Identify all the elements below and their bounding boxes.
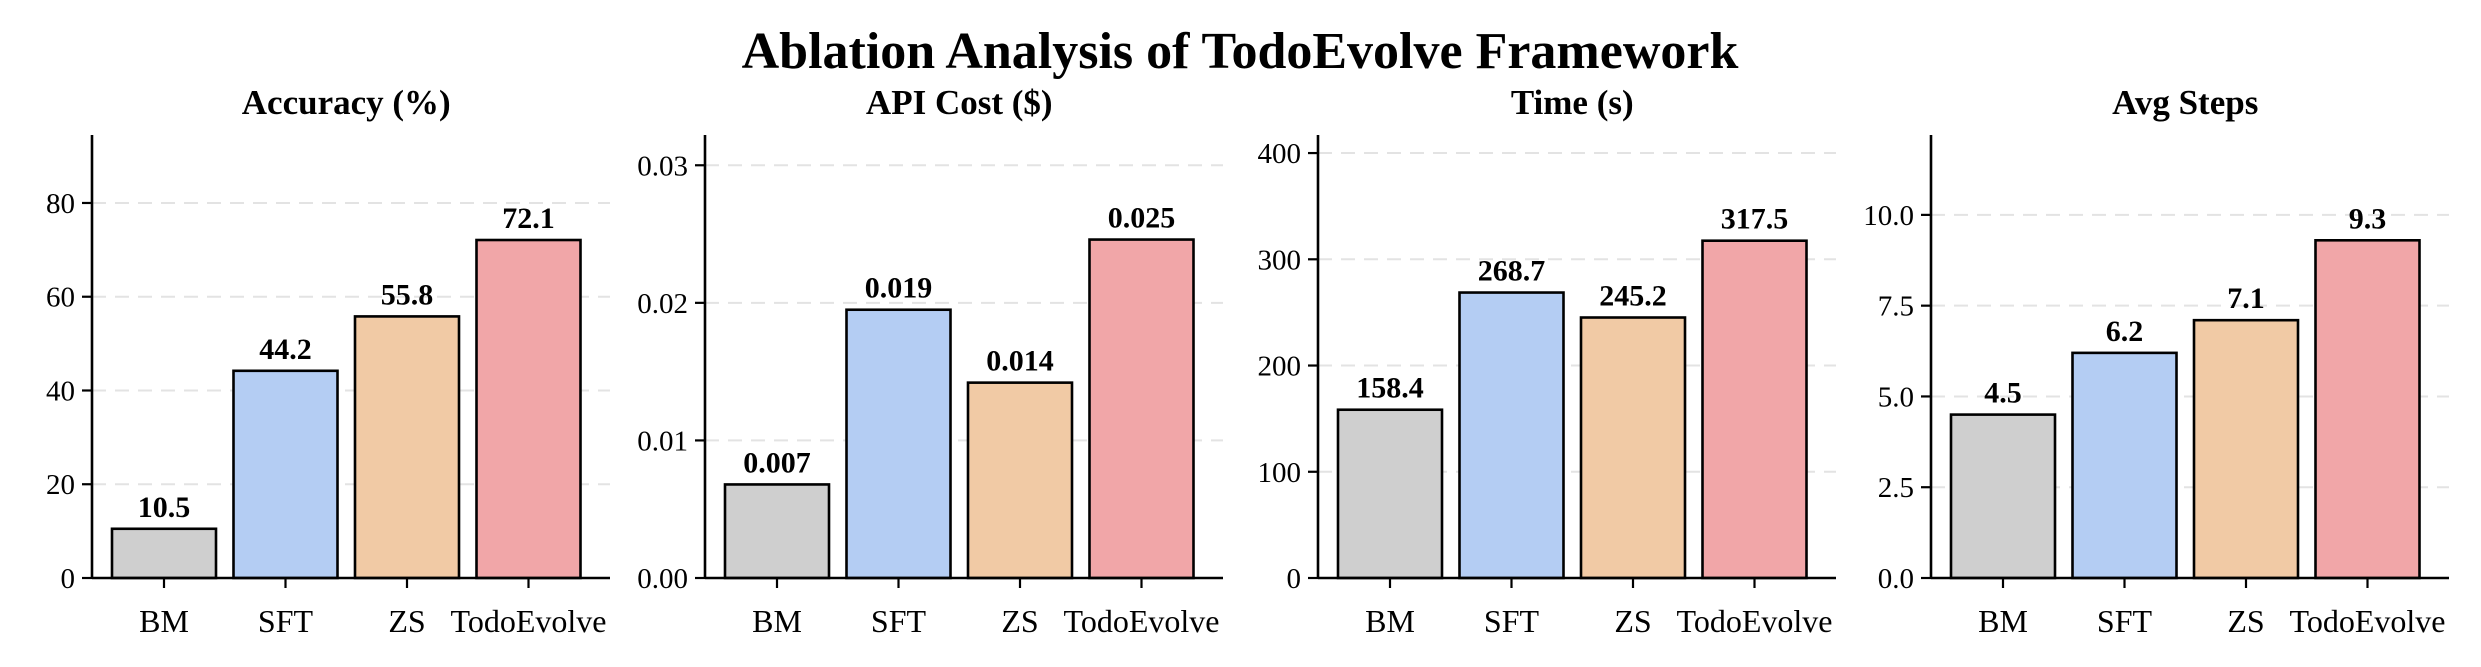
panel-title: Accuracy (%): [242, 83, 451, 122]
data-label: 4.5: [1984, 377, 2022, 410]
bar-todoevolve: [1088, 238, 1195, 580]
y-tick-label: 400: [1258, 138, 1302, 170]
x-tick-label: BM: [1978, 603, 2028, 639]
y-tick-label: 80: [46, 188, 75, 220]
x-tick-label: ZS: [1001, 603, 1038, 639]
bar-todoevolve: [475, 238, 582, 580]
bar-sft: [2071, 351, 2178, 580]
bar-bm: [1949, 413, 2057, 580]
x-tick-label: SFT: [2097, 603, 2153, 639]
panel-2: API Cost ($) 0.00 0.01 0.02 0.03 0.007 BM 0.019…: [637, 83, 1223, 639]
x-tick-label: SFT: [1484, 603, 1540, 639]
data-label: 10.5: [138, 491, 191, 524]
x-tick-label: TodoEvolve: [2290, 603, 2446, 639]
y-tick-label: 200: [1258, 351, 1302, 383]
y-tick-label: 7.5: [1878, 291, 1914, 323]
panel-title: API Cost ($): [866, 83, 1053, 122]
y-tick-label: 5.0: [1878, 381, 1914, 413]
bar-sft: [232, 369, 339, 580]
x-tick-label: BM: [139, 603, 189, 639]
data-label: 245.2: [1599, 280, 1667, 313]
y-tick-label: 300: [1258, 244, 1302, 276]
panel-title: Time (s): [1511, 83, 1634, 122]
data-label: 55.8: [381, 278, 434, 311]
figure-title: Ablation Analysis of TodoEvolve Framewor…: [742, 23, 1739, 80]
y-tick-label: 2.5: [1878, 472, 1914, 504]
data-label: 0.014: [986, 345, 1054, 378]
y-tick-label: 0.00: [637, 563, 688, 595]
x-tick-label: ZS: [2227, 603, 2264, 639]
data-label: 72.1: [502, 202, 555, 235]
y-tick-label: 20: [46, 469, 75, 501]
bar-bm: [110, 527, 218, 580]
bar-sft: [1458, 291, 1565, 580]
data-label: 6.2: [2106, 315, 2144, 348]
data-label: 44.2: [259, 333, 312, 366]
data-label: 268.7: [1478, 255, 1546, 288]
bar-zs: [966, 381, 1074, 580]
data-label: 317.5: [1721, 203, 1789, 236]
x-tick-label: BM: [752, 603, 802, 639]
panel-3: Time (s) 0 100 200 300 400 158.4 BM 268.7 SFT 245.…: [1258, 83, 1836, 639]
y-tick-label: 100: [1258, 457, 1302, 489]
data-label: 9.3: [2349, 202, 2387, 235]
x-tick-label: TodoEvolve: [1677, 603, 1833, 639]
y-tick-label: 10.0: [1863, 200, 1914, 232]
data-label: 158.4: [1356, 372, 1424, 405]
y-tick-label: 0.01: [637, 425, 688, 457]
bar-todoevolve: [2314, 239, 2421, 580]
data-label: 0.019: [865, 272, 933, 305]
bar-todoevolve: [1701, 239, 1808, 580]
x-tick-label: BM: [1365, 603, 1415, 639]
x-tick-label: SFT: [871, 603, 927, 639]
x-tick-label: TodoEvolve: [451, 603, 607, 639]
y-tick-label: 0: [1287, 563, 1302, 595]
y-tick-label: 0.03: [637, 150, 688, 182]
panel-4: Avg Steps 0.0 2.5 5.0 7.5 10.0 4.5 BM 6.2 SFT 7.1 Z…: [1863, 83, 2449, 639]
panel-title: Avg Steps: [2112, 83, 2258, 122]
bar-zs: [1579, 316, 1687, 580]
data-label: 7.1: [2227, 282, 2265, 315]
data-label: 0.025: [1108, 202, 1176, 235]
y-tick-label: 0: [61, 563, 76, 595]
bar-bm: [1336, 408, 1444, 580]
data-label: 0.007: [743, 446, 811, 479]
y-tick-label: 0.02: [637, 288, 688, 320]
bar-zs: [353, 315, 461, 580]
x-tick-label: ZS: [388, 603, 425, 639]
bar-sft: [845, 308, 952, 580]
y-tick-label: 40: [46, 375, 75, 407]
x-tick-label: ZS: [1614, 603, 1651, 639]
panel-1: Accuracy (%) 0 20 40 60 80 10.5 BM 44.2 SFT 55.8 ZS…: [46, 83, 610, 639]
bar-bm: [723, 483, 831, 580]
y-tick-label: 0.0: [1878, 563, 1914, 595]
bar-zs: [2192, 318, 2300, 580]
x-tick-label: SFT: [258, 603, 314, 639]
y-tick-label: 60: [46, 282, 75, 314]
x-tick-label: TodoEvolve: [1064, 603, 1220, 639]
